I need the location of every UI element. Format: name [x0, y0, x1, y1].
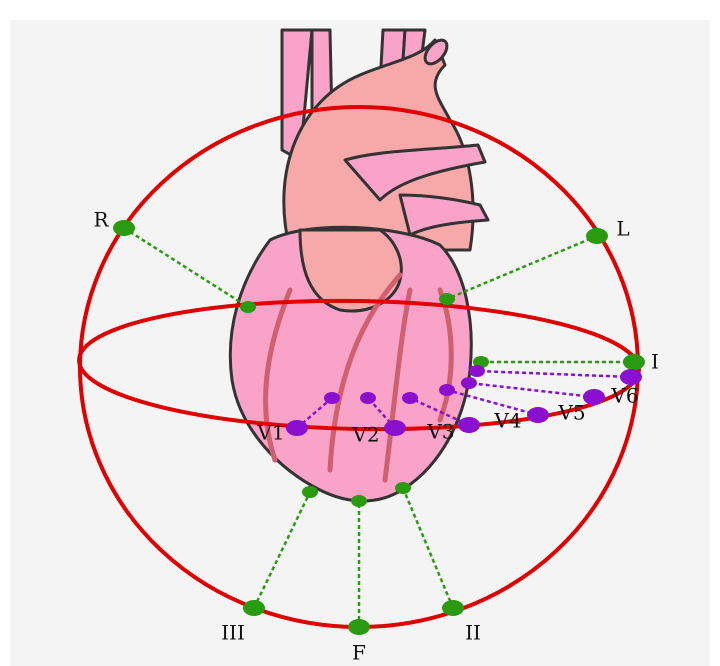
lead-label: F: [352, 641, 366, 665]
limb-lead-lines: [123, 226, 634, 627]
horizontal-ellipse: [77, 298, 641, 432]
lead-label: V1: [256, 421, 284, 445]
lead-label: V6: [610, 384, 638, 408]
lead-label: II: [465, 621, 481, 645]
lead-label: V3: [426, 420, 454, 444]
lead-label: V5: [557, 401, 585, 425]
lead-label: V4: [493, 409, 521, 433]
lead-label: V2: [351, 423, 379, 447]
electrodes: [113, 220, 645, 635]
lead-label: R: [93, 208, 109, 232]
coronary-vessels: [263, 272, 454, 483]
lead-label: L: [616, 217, 629, 241]
lead-label: III: [221, 621, 245, 645]
lead-label: I: [651, 350, 659, 374]
